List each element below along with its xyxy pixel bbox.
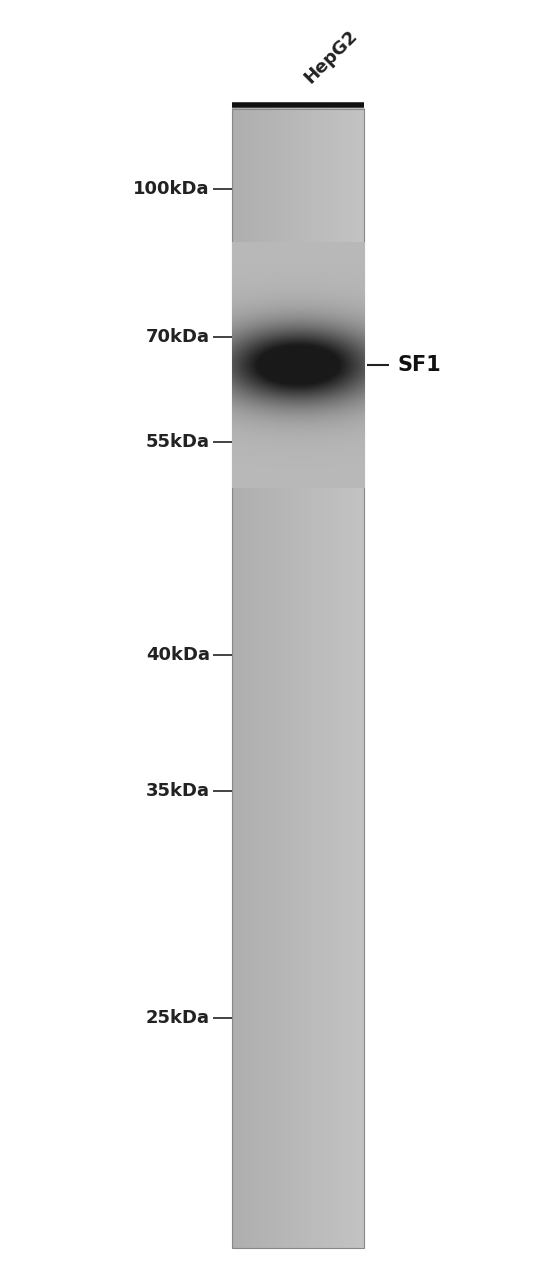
Bar [232,109,364,1248]
Text: HepG2: HepG2 [301,27,362,87]
Text: 55kDa: 55kDa [146,433,210,451]
Text: SF1: SF1 [397,355,441,375]
Text: 35kDa: 35kDa [146,782,210,800]
Text: 70kDa: 70kDa [146,328,210,346]
Text: 100kDa: 100kDa [133,180,210,198]
Text: 40kDa: 40kDa [146,646,210,664]
Text: 25kDa: 25kDa [146,1009,210,1027]
